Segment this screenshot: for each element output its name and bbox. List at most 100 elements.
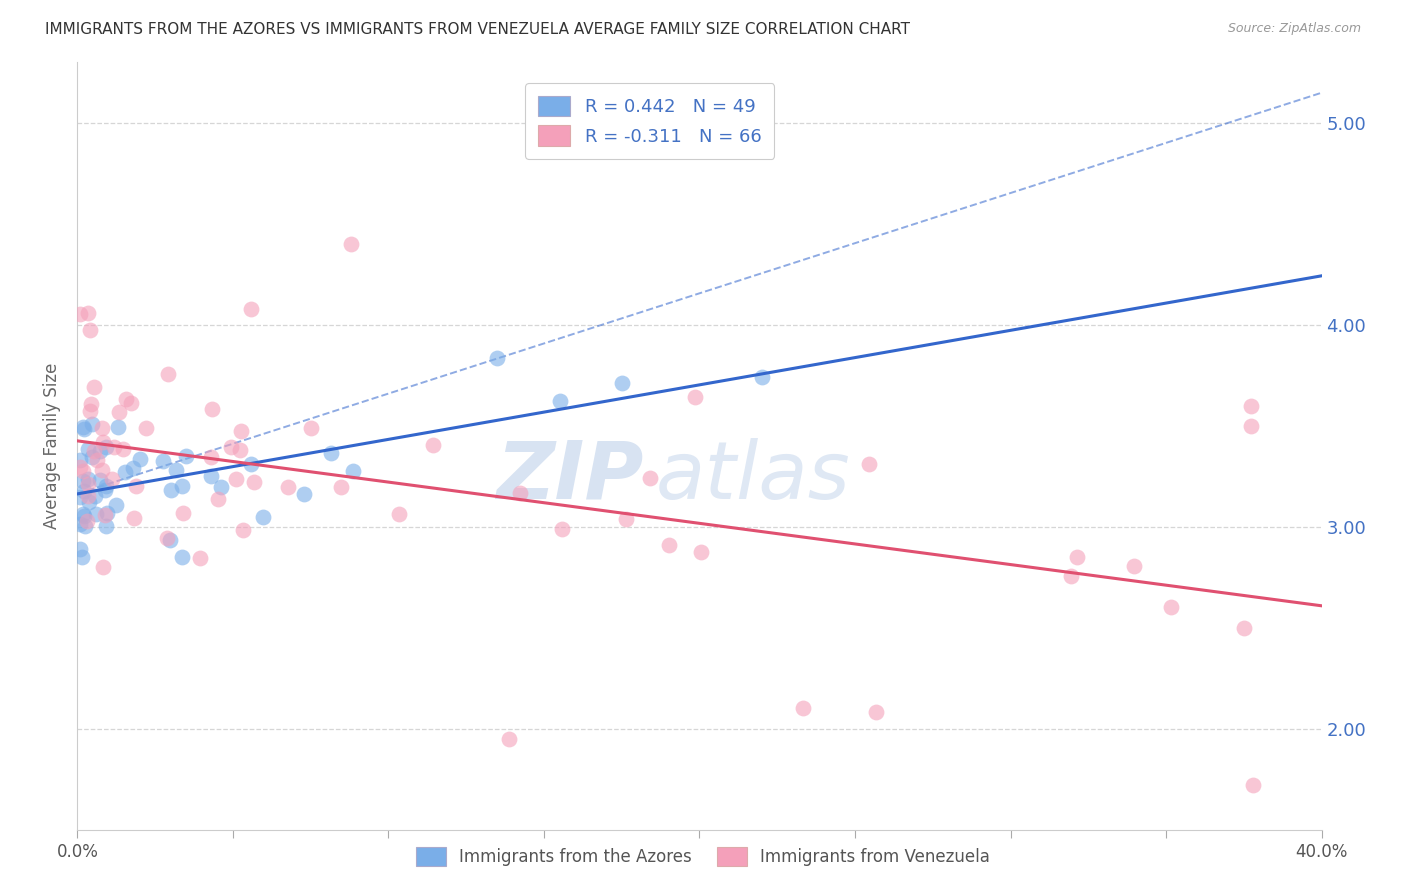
Point (792, 701, 814, 715)
Point (209, 480, 232, 494)
Point (172, 549, 194, 564)
Point (107, 420, 129, 434)
Point (160, 483, 183, 498)
Point (1066, 549, 1088, 564)
Point (80, 397, 103, 411)
Point (76, 306, 98, 320)
Point (330, 480, 353, 494)
Point (125, 479, 148, 493)
Point (751, 370, 773, 384)
Text: IMMIGRANTS FROM THE AZORES VS IMMIGRANTS FROM VENEZUELA AVERAGE FAMILY SIZE CORR: IMMIGRANTS FROM THE AZORES VS IMMIGRANTS… (45, 22, 910, 37)
Point (207, 491, 229, 506)
Point (77, 472, 100, 486)
Point (79, 404, 101, 418)
Point (225, 472, 247, 486)
Point (551, 522, 574, 536)
Point (1233, 621, 1256, 635)
Point (422, 438, 444, 452)
Point (76, 514, 98, 528)
Point (91, 463, 114, 477)
Point (73, 509, 96, 524)
Point (201, 401, 224, 416)
Point (89, 473, 111, 487)
Point (1240, 418, 1263, 433)
Point (69, 459, 91, 474)
Point (111, 442, 134, 457)
Point (229, 424, 252, 438)
Point (79, 323, 101, 337)
Point (321, 446, 343, 460)
Point (76, 477, 98, 491)
Point (219, 441, 242, 455)
Point (200, 450, 222, 464)
Point (80, 450, 103, 464)
Point (498, 731, 520, 746)
Point (232, 523, 254, 537)
Legend: R = 0.442   N = 49, R = -0.311   N = 66: R = 0.442 N = 49, R = -0.311 N = 66 (526, 83, 775, 159)
Point (1160, 600, 1182, 615)
Point (91, 421, 114, 435)
Point (252, 510, 274, 524)
Point (84, 508, 107, 522)
Point (104, 498, 127, 512)
Point (114, 466, 136, 480)
Point (94, 483, 117, 497)
Point (165, 463, 187, 477)
Point (342, 464, 364, 478)
Point (683, 390, 706, 404)
Point (200, 468, 222, 483)
Point (80, 417, 103, 431)
Point (86, 453, 108, 467)
Point (91, 434, 114, 449)
Point (155, 531, 177, 545)
Point (93, 508, 115, 523)
Text: atlas: atlas (657, 438, 851, 516)
Point (229, 442, 252, 457)
Point (176, 449, 198, 463)
Point (94, 518, 117, 533)
Point (94, 479, 117, 493)
Point (1240, 399, 1263, 413)
Point (277, 480, 299, 494)
Point (122, 461, 145, 475)
Point (610, 376, 633, 391)
Point (388, 507, 411, 521)
Point (1243, 778, 1265, 792)
Point (638, 471, 661, 485)
Point (69, 541, 91, 556)
Point (69, 307, 91, 321)
Legend: Immigrants from the Azores, Immigrants from Venezuela: Immigrants from the Azores, Immigrants f… (408, 838, 998, 875)
Point (690, 545, 713, 559)
Point (486, 351, 509, 365)
Text: Source: ZipAtlas.com: Source: ZipAtlas.com (1227, 22, 1361, 36)
Point (1123, 559, 1146, 574)
Point (159, 533, 181, 548)
Point (72, 465, 94, 479)
Point (101, 472, 124, 486)
Point (152, 454, 174, 468)
Point (120, 396, 142, 410)
Point (239, 457, 262, 471)
Point (93, 560, 115, 574)
Point (865, 706, 887, 720)
Point (69, 491, 91, 505)
Point (70, 549, 93, 564)
Point (172, 506, 194, 520)
Point (108, 405, 131, 419)
Point (188, 550, 211, 565)
Point (72, 474, 94, 488)
Point (77, 442, 100, 457)
Point (77, 489, 100, 503)
Point (1059, 569, 1081, 583)
Point (128, 452, 150, 467)
Point (72, 507, 94, 521)
Point (239, 301, 262, 316)
Point (84, 489, 107, 503)
Point (83, 380, 105, 394)
Point (69, 517, 91, 532)
Point (83, 443, 105, 458)
Point (292, 487, 315, 501)
Point (156, 368, 179, 382)
Point (72, 483, 94, 498)
Point (170, 479, 193, 493)
